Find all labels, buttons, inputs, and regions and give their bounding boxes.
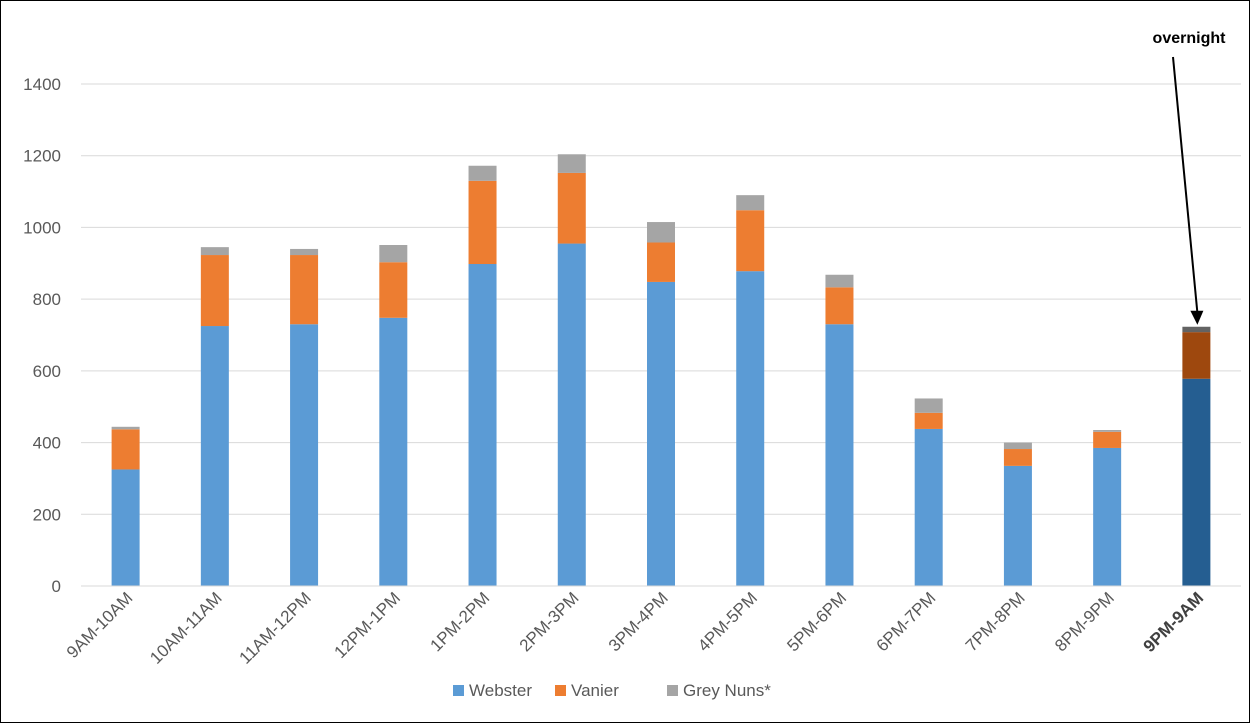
x-tick-label: 4PM-5PM bbox=[694, 588, 761, 655]
x-tick-label: 2PM-3PM bbox=[516, 588, 583, 655]
y-tick-label: 0 bbox=[52, 577, 61, 596]
bar-segment-webster-1 bbox=[111, 469, 140, 586]
legend-label: Vanier bbox=[571, 681, 619, 700]
bar-segment-webster-11 bbox=[1003, 465, 1032, 586]
bar-segment-webster-5 bbox=[468, 264, 497, 586]
x-tick-label: 3PM-4PM bbox=[605, 588, 672, 655]
y-tick-label: 200 bbox=[33, 505, 61, 524]
bar-segment-grey-nuns-11 bbox=[1003, 442, 1032, 450]
y-tick-label: 1400 bbox=[23, 75, 61, 94]
x-tick-label: 11AM-12PM bbox=[236, 588, 315, 667]
bar-segment-vanier-2 bbox=[200, 255, 229, 327]
bar-segment-vanier-7 bbox=[647, 242, 675, 282]
bar-segment-webster-12 bbox=[1093, 447, 1122, 586]
legend-swatch bbox=[555, 685, 566, 696]
bar-segment-webster-9 bbox=[825, 324, 854, 586]
y-tick-label: 1000 bbox=[23, 218, 61, 237]
bar-segment-grey-nuns-6 bbox=[557, 154, 586, 173]
bar-segment-grey-nuns-7 bbox=[647, 222, 675, 243]
y-axis-ticks: 0 200 400 600 800 1000 1200 1400 bbox=[23, 75, 61, 596]
bar-segment-grey-nuns-1 bbox=[111, 426, 140, 430]
bar-segment-vanier-1 bbox=[111, 429, 140, 470]
bar-segment-vanier-8 bbox=[736, 210, 765, 272]
bar-segment-webster-8 bbox=[736, 271, 765, 586]
y-tick-label: 800 bbox=[33, 290, 61, 309]
bar-segment-vanier-10 bbox=[914, 412, 943, 429]
bar-segment-grey-nuns-13 bbox=[1182, 326, 1211, 333]
bars bbox=[111, 154, 1211, 587]
x-tick-label: 9PM-9AM bbox=[1140, 588, 1208, 656]
y-tick-label: 1200 bbox=[23, 147, 61, 166]
legend-swatch bbox=[667, 685, 678, 696]
x-tick-label: 6PM-7PM bbox=[873, 588, 940, 655]
x-axis-ticks: 9AM-10AM 10AM-11AM 11AM-12PM 12PM-1PM 1PM-2P… bbox=[63, 588, 1207, 667]
legend: Webster Vanier Grey Nuns* bbox=[453, 681, 771, 700]
annotation-label: overnight bbox=[1153, 30, 1227, 47]
legend-swatch bbox=[453, 685, 464, 696]
x-tick-label: 9AM-10AM bbox=[63, 588, 137, 662]
bar-segment-webster-3 bbox=[290, 324, 319, 586]
bar-segment-grey-nuns-12 bbox=[1093, 430, 1122, 432]
annotation: overnight bbox=[1153, 30, 1227, 325]
bar-segment-webster-10 bbox=[914, 428, 943, 586]
bar-segment-grey-nuns-8 bbox=[736, 195, 765, 211]
annotation-arrowhead bbox=[1190, 310, 1204, 325]
bar-segment-grey-nuns-4 bbox=[379, 244, 408, 263]
x-tick-label: 12PM-1PM bbox=[331, 588, 405, 662]
x-tick-label: 1PM-2PM bbox=[426, 588, 493, 655]
bar-segment-vanier-3 bbox=[290, 255, 319, 325]
bar-segment-webster-6 bbox=[557, 243, 586, 587]
bar-segment-grey-nuns-10 bbox=[914, 398, 943, 413]
bar-segment-vanier-6 bbox=[557, 172, 586, 244]
x-tick-label: 7PM-8PM bbox=[962, 588, 1029, 655]
bar-segment-vanier-11 bbox=[1003, 449, 1032, 466]
bar-segment-vanier-13 bbox=[1182, 332, 1211, 379]
x-tick-label: 5PM-6PM bbox=[783, 588, 850, 655]
x-tick-label: 10AM-11AM bbox=[146, 588, 225, 667]
bar-segment-grey-nuns-5 bbox=[468, 165, 497, 181]
bar-segment-webster-7 bbox=[647, 281, 675, 586]
bar-segment-webster-4 bbox=[379, 317, 408, 586]
bar-segment-grey-nuns-2 bbox=[200, 247, 229, 256]
legend-label: Grey Nuns* bbox=[683, 681, 771, 700]
bar-segment-grey-nuns-9 bbox=[825, 274, 854, 288]
annotation-arrow bbox=[1172, 56, 1199, 313]
bar-segment-vanier-12 bbox=[1093, 431, 1122, 448]
bar-segment-webster-13 bbox=[1182, 378, 1211, 586]
legend-label: Webster bbox=[469, 681, 532, 700]
bar-segment-webster-2 bbox=[200, 326, 229, 586]
bar-segment-vanier-4 bbox=[379, 262, 408, 318]
y-tick-label: 400 bbox=[33, 434, 61, 453]
y-tick-label: 600 bbox=[33, 362, 61, 381]
bar-segment-vanier-5 bbox=[468, 180, 497, 265]
bar-segment-grey-nuns-3 bbox=[290, 248, 319, 256]
x-tick-label: 8PM-9PM bbox=[1051, 588, 1118, 655]
bar-segment-vanier-9 bbox=[825, 287, 854, 325]
